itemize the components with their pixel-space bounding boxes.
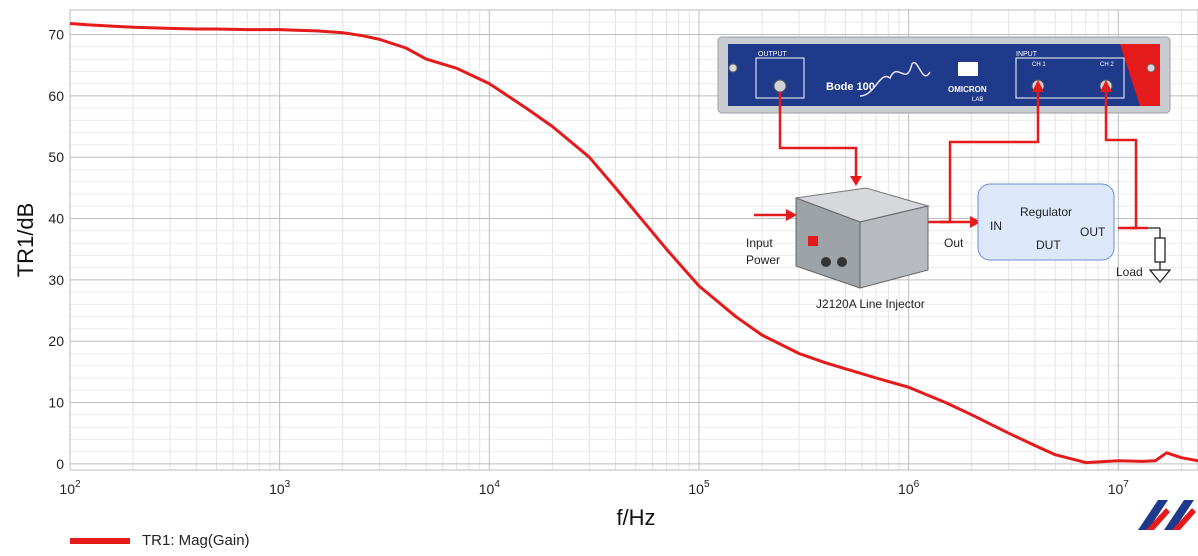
y-tick-label: 40	[48, 211, 64, 227]
x-tick-label: 104	[479, 479, 501, 497]
injector-label: J2120A Line Injector	[816, 297, 925, 311]
input-power-label: Input	[746, 236, 773, 250]
output-bnc-icon	[773, 79, 787, 93]
y-tick-labels: 0 10 20 30 40 50 60 70	[48, 27, 64, 472]
x-tick-label: 103	[269, 479, 291, 497]
regulator-box	[977, 183, 1115, 261]
legend-label: TR1: Mag(Gain)	[142, 532, 250, 549]
signal-wires	[754, 90, 1148, 230]
ch2-label: CH 2	[1100, 62, 1114, 68]
black-terminal-icon	[837, 257, 847, 267]
x-tick-label: 102	[59, 479, 81, 497]
brand-label: OMICRON	[948, 85, 987, 94]
arrow-right-icon	[970, 216, 981, 228]
regulator-dut-label: DUT	[1036, 238, 1061, 252]
arrow-heads	[786, 80, 1112, 228]
series-line-tr1	[69, 22, 1198, 465]
x-tick-label: 106	[898, 479, 920, 497]
y-tick-label: 0	[56, 456, 64, 472]
minor-grid	[70, 10, 1198, 470]
load-resistor-icon	[1148, 228, 1172, 284]
brand-sub-label: LAB	[972, 97, 983, 103]
screw-icon	[1146, 63, 1156, 73]
ch1-label: CH 1	[1032, 62, 1046, 68]
output-port-label: OUTPUT	[758, 51, 788, 58]
y-tick-label: 30	[48, 272, 64, 288]
y-tick-label: 10	[48, 395, 64, 411]
x-tick-label: 107	[1108, 479, 1130, 497]
legend-swatch	[70, 537, 130, 544]
device-name: Bode 100	[826, 81, 875, 93]
line-injector-device	[795, 187, 930, 289]
plot-frame	[69, 9, 1198, 471]
input-power-label-2: Power	[746, 253, 780, 267]
screw-icon	[728, 63, 738, 73]
y-tick-label: 60	[48, 88, 64, 104]
regulator-label: Regulator	[1020, 205, 1072, 219]
out-label: Out	[944, 236, 964, 250]
bode-logo-trace	[859, 61, 931, 97]
load-label: Load	[1116, 265, 1143, 279]
y-axis-title: TR1/dB	[13, 203, 38, 278]
regulator-out-label: OUT	[1080, 225, 1106, 239]
x-tick-labels: 102 103 104 105 106 107	[59, 479, 1129, 497]
bode-100-device: OUTPUT Bode 100 OMICRON LAB INPUT CH 1 C…	[717, 36, 1171, 114]
y-tick-label: 50	[48, 149, 64, 165]
red-terminal-icon	[808, 236, 818, 246]
x-tick-label: 105	[688, 479, 710, 497]
omicron-logo-icon	[958, 62, 978, 76]
legend: TR1: Mag(Gain)	[70, 532, 250, 549]
y-tick-label: 70	[48, 27, 64, 43]
setup-diagram: OUTPUT Bode 100 OMICRON LAB INPUT CH 1 C…	[717, 36, 1172, 311]
x-axis-title: f/Hz	[616, 505, 655, 530]
y-tick-label: 20	[48, 333, 64, 349]
input-port-label: INPUT	[1016, 51, 1038, 58]
omicron-corner-logo-icon	[1138, 500, 1196, 530]
black-terminal-icon	[821, 257, 831, 267]
regulator-in-label: IN	[990, 219, 1002, 233]
